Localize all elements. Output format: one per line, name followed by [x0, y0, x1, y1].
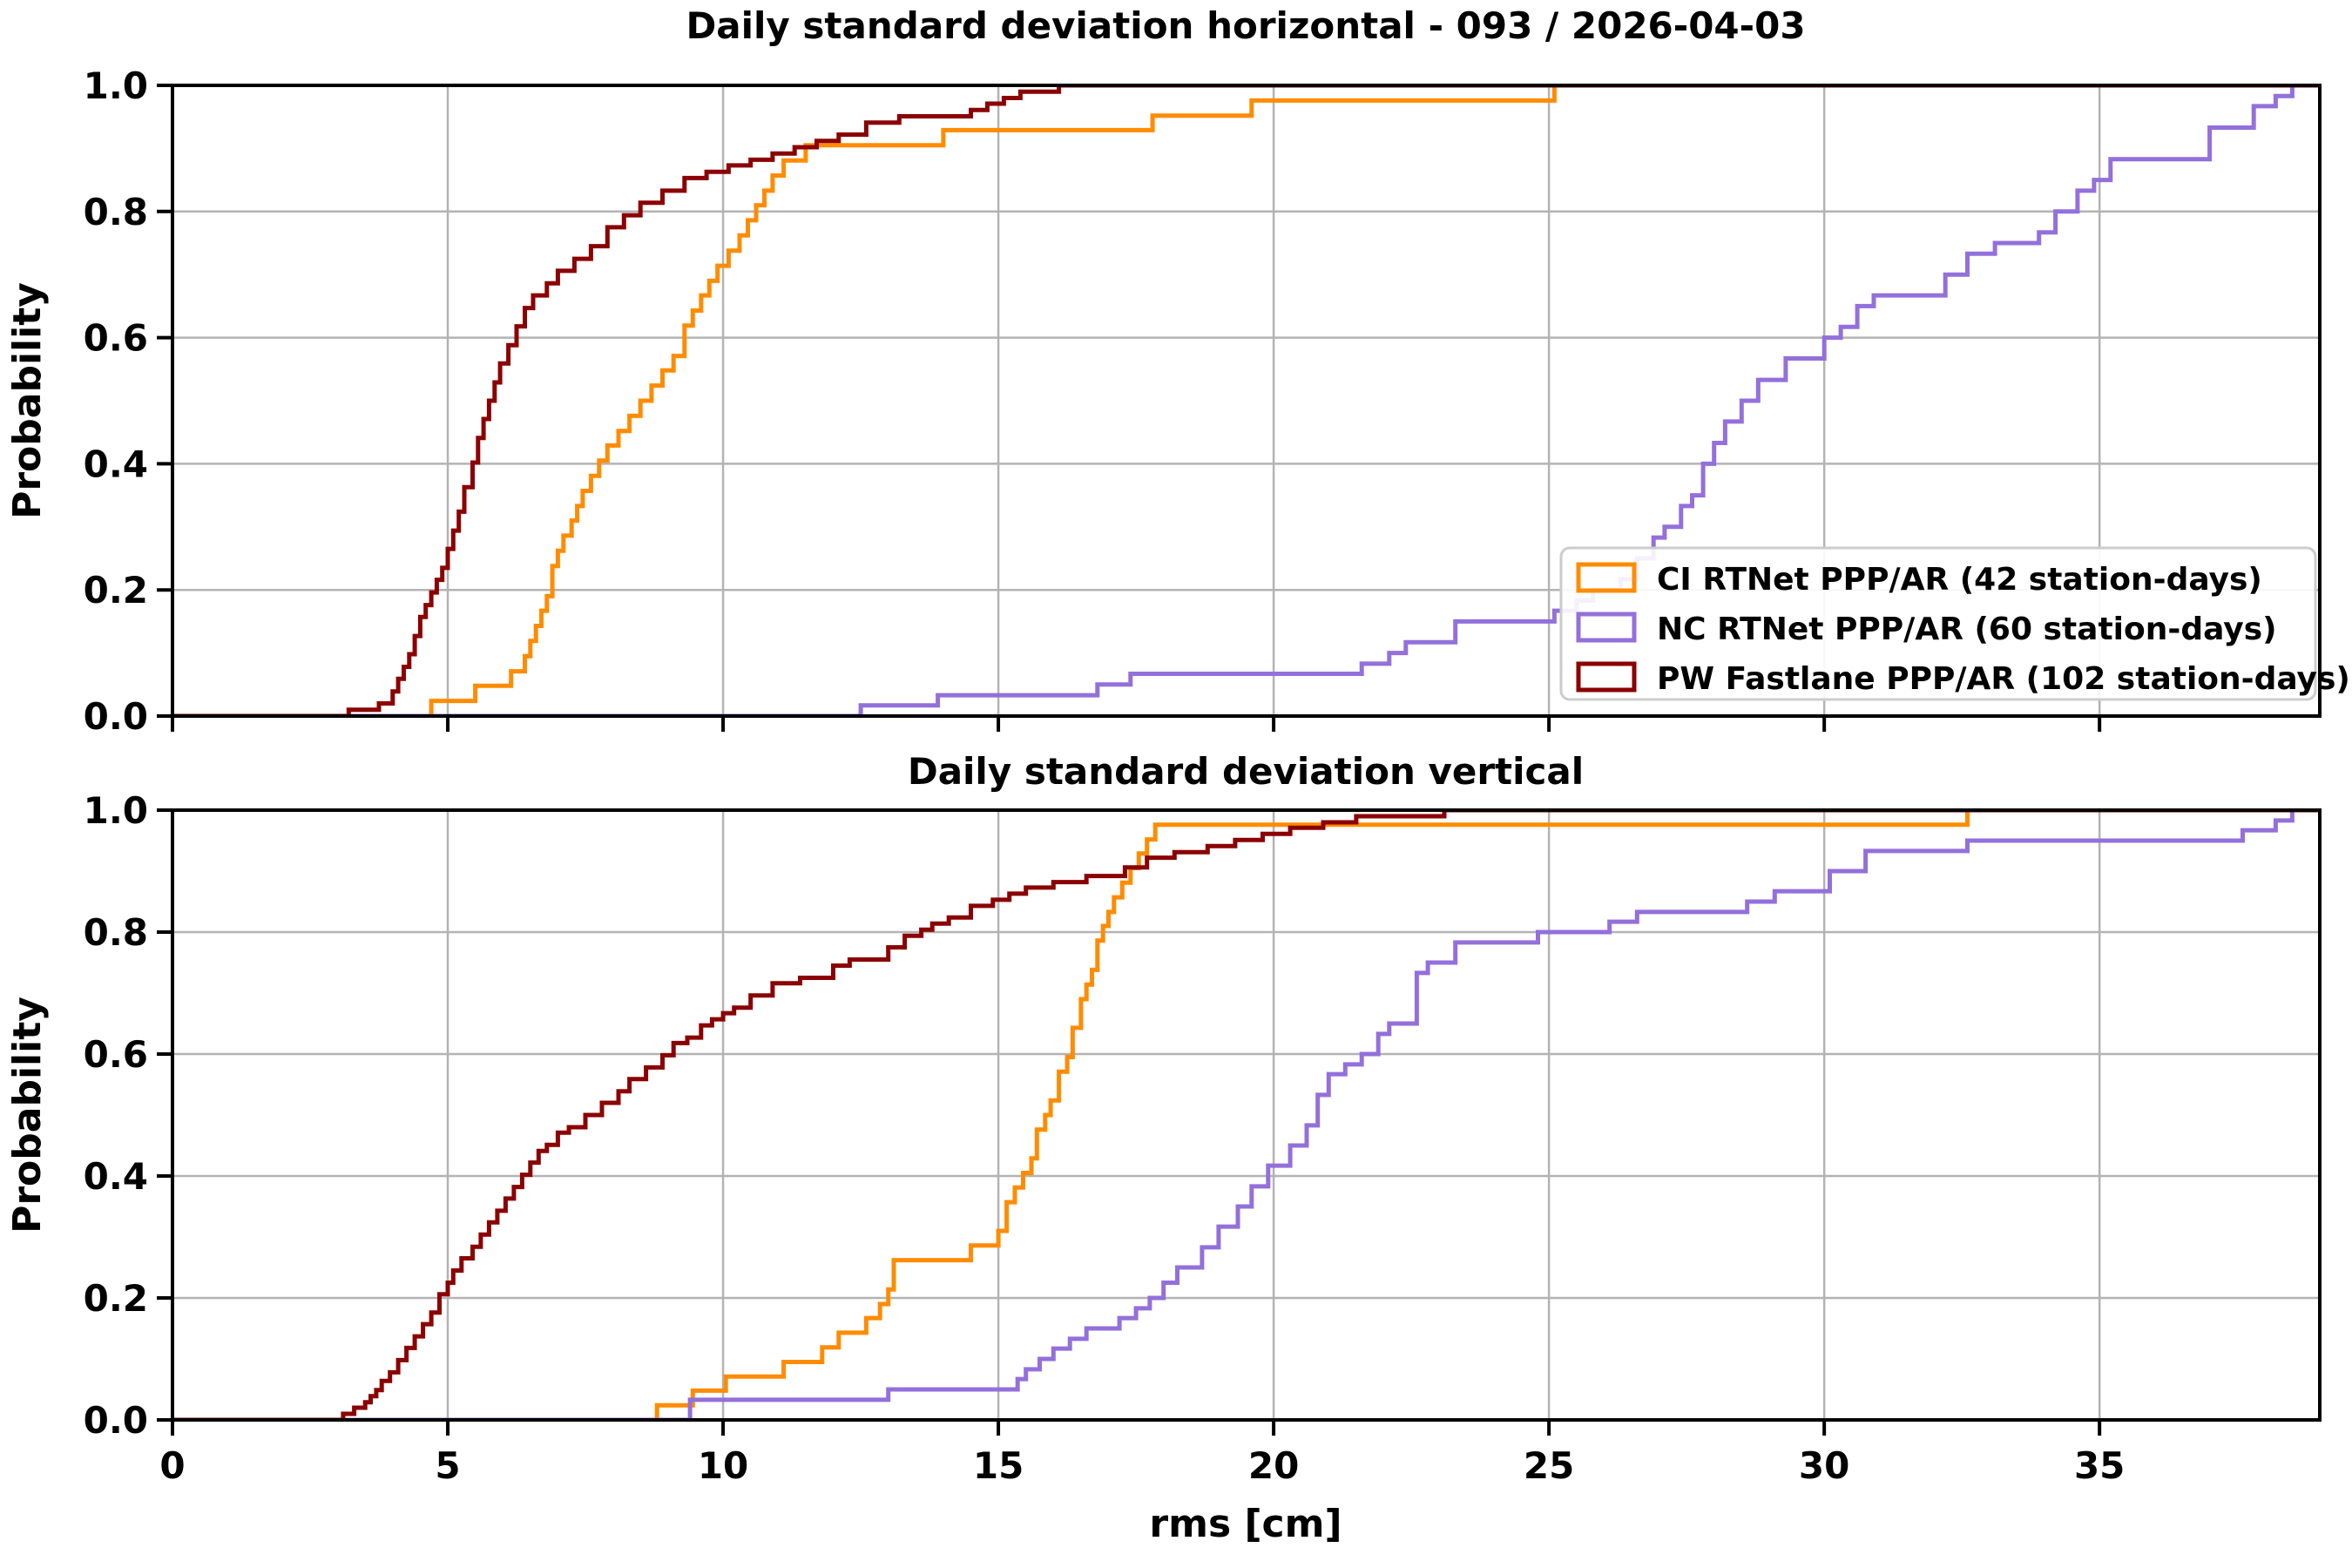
- y-tick-label: 0.2: [84, 569, 148, 612]
- y-tick-label: 0.6: [84, 317, 148, 360]
- y-axis-label-top: Probability: [5, 282, 50, 519]
- y-tick-label: 0.6: [84, 1033, 148, 1076]
- cdf-curve-nc: [172, 810, 2320, 1420]
- legend-item-ci: CI RTNet PPP/AR (42 station-days): [1576, 562, 2262, 598]
- cdf-curve-ci: [172, 85, 2320, 716]
- x-tick-label: 30: [1799, 1444, 1849, 1487]
- cdf-curve-pw: [172, 85, 2320, 716]
- axes-frame: [171, 808, 2322, 1422]
- legend-item-nc: NC RTNet PPP/AR (60 station-days): [1576, 612, 2277, 647]
- y-tick-label: 0.4: [84, 1155, 148, 1198]
- y-tick-label: 1.0: [84, 789, 148, 832]
- top-chart-title: Daily standard deviation horizontal - 09…: [686, 4, 1805, 47]
- x-tick-label: 0: [159, 1444, 185, 1487]
- legend-label-ci: CI RTNet PPP/AR (42 station-days): [1657, 562, 2262, 598]
- legend-box: [1559, 546, 2317, 701]
- ci-swatch-icon: [1576, 562, 1637, 593]
- legend-label-pw: PW Fastlane PPP/AR (102 station-days): [1657, 661, 2350, 697]
- axes-vertical: 0 5 10 15 20 25 30 35 0.0 0.2 0.4 0.6 0.8 1.0: [84, 789, 2322, 1487]
- y-tick-label: 0.4: [84, 443, 148, 485]
- legend: CI RTNet PPP/AR (42 station-days) NC RTN…: [1559, 546, 2350, 701]
- x-tick-label: 20: [1248, 1444, 1299, 1487]
- cdf-curve-nc: [172, 85, 2320, 716]
- legend-label-nc: NC RTNet PPP/AR (60 station-days): [1657, 612, 2277, 647]
- bottom-chart-title: Daily standard deviation vertical: [908, 750, 1584, 793]
- legend-item-pw: PW Fastlane PPP/AR (102 station-days): [1576, 661, 2350, 697]
- cdf-curve-ci: [172, 810, 2320, 1420]
- cdf-curve-pw: [172, 810, 2320, 1420]
- y-tick-label: 0.8: [84, 191, 148, 233]
- x-tick-label: 35: [2074, 1444, 2125, 1487]
- y-tick-label: 0.8: [84, 911, 148, 954]
- y-tick-label: 1.0: [84, 64, 148, 107]
- axes-horizontal: 0.0 0.2 0.4 0.6 0.8 1.0: [84, 64, 2322, 738]
- y-tick-label: 0.0: [84, 1399, 148, 1442]
- x-tick-label: 15: [973, 1444, 1024, 1487]
- nc-swatch-icon: [1576, 612, 1637, 643]
- y-tick-label: 0.0: [84, 695, 148, 738]
- y-axis-label-bottom: Probability: [5, 997, 50, 1233]
- y-tick-label: 0.2: [84, 1277, 148, 1320]
- pw-swatch-icon: [1576, 661, 1637, 693]
- x-tick-label: 25: [1524, 1444, 1574, 1487]
- x-axis-label: rms [cm]: [1149, 1502, 1342, 1546]
- x-tick-label: 10: [698, 1444, 748, 1487]
- x-tick-label: 5: [435, 1444, 460, 1487]
- axes-frame: [171, 84, 2322, 718]
